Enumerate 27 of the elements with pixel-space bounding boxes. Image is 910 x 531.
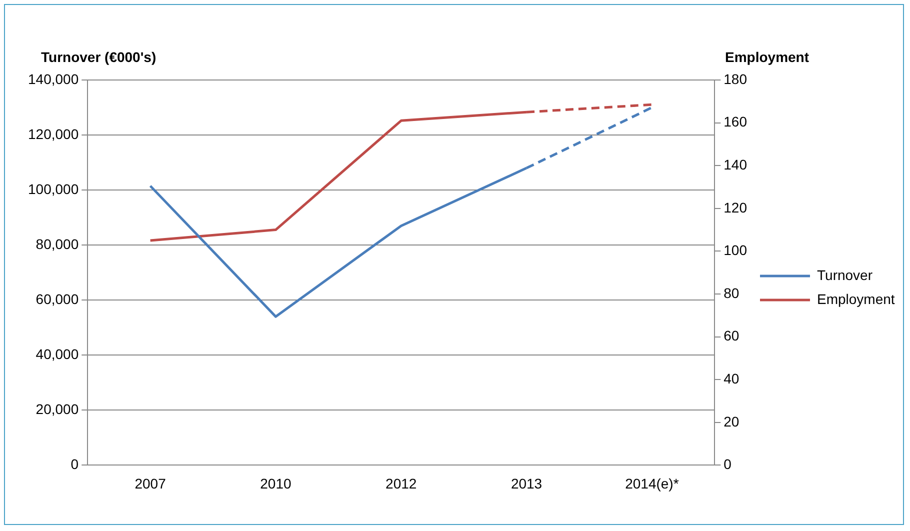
y-tick-label: 0 xyxy=(70,456,79,472)
x-tick-label: 2013 xyxy=(510,475,542,492)
y-axis-title: Turnover (€000's) xyxy=(41,49,156,65)
y-tick-label: 40,000 xyxy=(36,346,79,362)
y-tick-label: 80,000 xyxy=(36,236,79,252)
y-tick-label: 100,000 xyxy=(28,180,79,197)
y2-tick-label: 160 xyxy=(724,114,748,130)
x-tick-label: 2014(e)* xyxy=(625,475,680,492)
y-tick-label: 140,000 xyxy=(28,70,79,87)
x-tick-label: 2007 xyxy=(134,475,166,492)
y-tick-label: 120,000 xyxy=(28,126,79,142)
y-tick-label: 60,000 xyxy=(36,290,79,307)
x-tick-label: 2012 xyxy=(386,475,417,492)
y2-tick-label: 0 xyxy=(724,456,732,472)
x-tick-label: 2010 xyxy=(260,475,292,492)
y2-tick-label: 40 xyxy=(724,370,740,386)
y2-tick-label: 80 xyxy=(724,284,740,301)
legend-label: Employment xyxy=(817,290,895,307)
y2-tick-label: 120 xyxy=(724,199,748,216)
y2-tick-label: 180 xyxy=(724,70,748,87)
y2-tick-label: 60 xyxy=(724,328,740,344)
y2-tick-label: 140 xyxy=(724,156,748,172)
y2-axis-title: Employment xyxy=(725,49,810,65)
legend-label: Turnover xyxy=(817,266,873,283)
y-tick-label: 20,000 xyxy=(36,401,79,418)
y2-tick-label: 100 xyxy=(724,242,748,258)
y2-tick-label: 20 xyxy=(724,413,740,430)
